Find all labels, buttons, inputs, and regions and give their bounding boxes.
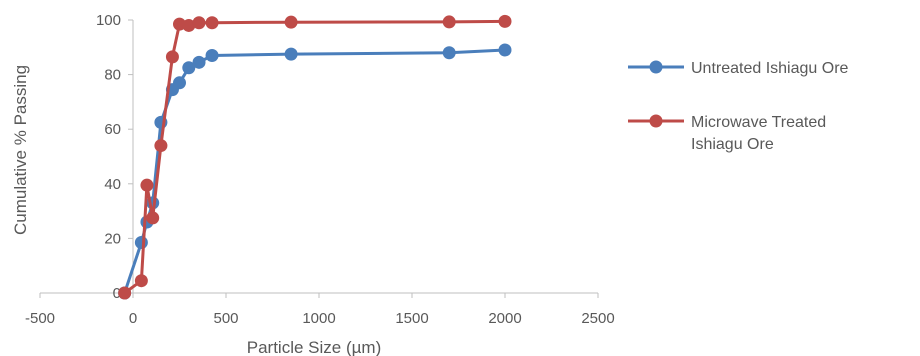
data-point	[154, 139, 168, 153]
y-tick-label: 60	[104, 121, 121, 138]
y-tick-label: 40	[104, 176, 121, 193]
x-tick-label: 2000	[488, 310, 521, 327]
data-series	[118, 14, 512, 300]
legend-entry-1: Untreated Ishiagu Ore	[628, 60, 849, 77]
data-point	[182, 61, 196, 75]
x-tick-label: 2500	[581, 310, 614, 327]
chart-axes	[39, 19, 599, 298]
legend-label: Untreated Ishiagu Ore	[691, 60, 849, 77]
legend-label: Ishiagu Ore	[691, 136, 774, 153]
x-axis-title: Particle Size (µm)	[247, 338, 381, 356]
legend: Untreated Ishiagu Ore Microwave Treated Is…	[628, 60, 849, 153]
data-point	[192, 55, 206, 69]
data-point	[182, 18, 196, 32]
data-point	[118, 286, 132, 300]
data-point	[205, 16, 219, 30]
data-point	[442, 46, 456, 60]
legend-marker	[649, 114, 663, 128]
data-point	[140, 178, 154, 192]
data-point	[442, 15, 456, 29]
data-point	[284, 15, 298, 29]
legend-label: Microwave Treated	[691, 114, 826, 131]
y-tick-label: 0	[113, 285, 121, 302]
data-point	[498, 14, 512, 28]
y-tick-label: 100	[96, 12, 121, 29]
legend-marker	[649, 60, 663, 74]
series-1	[118, 43, 512, 300]
data-point	[134, 235, 148, 249]
data-point	[284, 47, 298, 61]
series-line	[123, 19, 506, 295]
y-tick-label: 80	[104, 67, 121, 84]
legend-entry-2: Microwave Treated Ishiagu Ore	[628, 114, 826, 153]
x-tick-label: -500	[25, 310, 55, 327]
data-point	[173, 76, 186, 90]
data-point	[146, 211, 160, 225]
data-point	[134, 274, 148, 288]
series-2	[118, 14, 512, 300]
data-point	[165, 50, 179, 64]
x-tick-label: 500	[213, 310, 238, 327]
y-axis-title: Cumulative % Passing	[11, 65, 30, 235]
data-point	[205, 48, 219, 62]
tick-labels: -500 0 500 1000 1500 2000 2500 0 20 40 60 80 100	[25, 12, 615, 327]
x-tick-label: 0	[129, 310, 137, 327]
x-tick-label: 1500	[395, 310, 428, 327]
data-point	[192, 16, 206, 30]
x-tick-label: 1000	[302, 310, 335, 327]
y-tick-label: 20	[104, 230, 121, 247]
data-point	[498, 43, 512, 57]
